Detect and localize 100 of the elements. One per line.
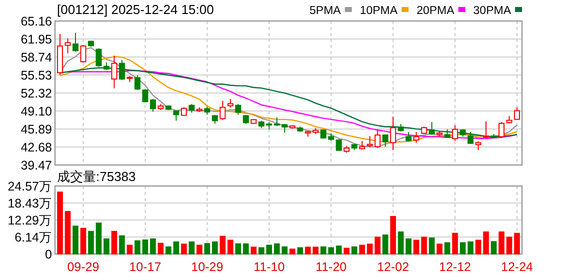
bar: [366, 244, 373, 254]
legend-label: 20PMA: [416, 5, 455, 17]
bar: [444, 242, 450, 254]
y-tick-label: 18.43万: [8, 196, 52, 210]
bar: [126, 244, 133, 254]
candlestick: [173, 110, 180, 122]
candlestick: [235, 104, 242, 116]
chart-title: 成交量:75383: [57, 169, 136, 184]
candlestick: [80, 44, 86, 64]
bar: [297, 247, 304, 254]
bar: [196, 244, 202, 254]
x-tick-label: 09-29: [67, 260, 100, 274]
candlestick: [118, 60, 125, 81]
x-tick-label: 12-24: [501, 260, 534, 274]
y-tick-label: 45.89: [20, 122, 52, 137]
bar: [134, 240, 140, 254]
y-tick-label: 52.32: [20, 86, 52, 100]
bar: [428, 238, 435, 254]
y-tick-label: 65.16: [20, 14, 52, 28]
bar: [220, 236, 226, 254]
y-tick-label: 6.14万: [14, 230, 52, 245]
bar: [80, 228, 86, 254]
bar: [173, 241, 180, 254]
bar: [96, 222, 102, 254]
bar: [166, 246, 172, 254]
bar: [150, 238, 156, 254]
y-tick-label: 55.53: [20, 68, 52, 82]
bar: [359, 244, 365, 254]
bar: [374, 236, 380, 254]
y-tick-label: 24.57万: [8, 180, 52, 194]
bar: [398, 231, 404, 254]
candlestick: [468, 131, 474, 144]
bar: [460, 242, 466, 254]
bar: [289, 248, 296, 254]
candlestick: [483, 120, 490, 138]
bar: [228, 240, 234, 254]
y-tick-label: 61.95: [20, 32, 52, 46]
bar: [468, 241, 474, 254]
bar: [243, 243, 249, 254]
candlestick: [514, 106, 520, 120]
chart-title: [001212] 2025-12-24 15:00: [57, 2, 214, 17]
bar: [104, 238, 110, 254]
candlestick: [96, 48, 102, 68]
y-tick-label: 58.74: [20, 50, 52, 64]
candlestick: [220, 100, 226, 120]
bar: [514, 232, 520, 254]
bar: [382, 234, 388, 254]
x-tick-label: 11-20: [316, 260, 347, 274]
bar: [390, 216, 396, 254]
bar: [188, 241, 195, 254]
bar: [88, 230, 94, 254]
bar: [344, 248, 350, 254]
bar: [72, 226, 78, 254]
legend-label: 10PMA: [360, 5, 398, 17]
bar: [436, 244, 442, 254]
bar: [483, 231, 489, 254]
candlestick: [142, 88, 148, 103]
legend-label: 30PMA: [473, 5, 512, 17]
x-tick-label: 11-10: [254, 260, 285, 274]
bar: [181, 244, 187, 254]
candlestick: [111, 55, 118, 89]
candlestick: [134, 74, 140, 90]
bar: [111, 230, 118, 254]
bar: [406, 238, 412, 254]
bar: [250, 246, 257, 254]
y-tick-label: 42.68: [20, 140, 52, 155]
bar: [212, 241, 218, 254]
candlestick: [428, 122, 435, 136]
bar: [119, 235, 125, 254]
candlestick: [390, 116, 396, 151]
bar: [490, 241, 497, 254]
bar: [421, 236, 427, 254]
bar: [142, 239, 148, 254]
bar: [413, 240, 420, 254]
y-tick-label: 49.10: [20, 104, 52, 119]
x-tick-label: 12-02: [377, 260, 410, 274]
bar: [351, 246, 358, 254]
candlestick: [498, 122, 505, 138]
y-tick-label: 0: [45, 248, 52, 262]
candlestick: [452, 124, 458, 142]
candlestick: [382, 134, 388, 148]
bar: [158, 242, 164, 254]
bar: [475, 240, 482, 254]
candlestick: [150, 98, 156, 112]
bar: [57, 192, 63, 254]
y-tick-label: 39.47: [20, 158, 52, 172]
candlestick: [413, 131, 420, 144]
bar: [498, 231, 504, 254]
bar: [235, 243, 242, 254]
x-tick-label: 10-29: [191, 260, 224, 274]
bar: [452, 232, 458, 254]
candlestick: [72, 32, 78, 52]
bar: [506, 236, 512, 254]
bar: [336, 246, 342, 254]
bar: [204, 243, 210, 254]
legend-label: 5PMA: [310, 5, 342, 17]
y-tick-label: 12.29万: [8, 213, 52, 228]
x-tick-label: 12-12: [439, 260, 472, 274]
bar: [64, 210, 71, 254]
candlestick: [406, 131, 412, 142]
